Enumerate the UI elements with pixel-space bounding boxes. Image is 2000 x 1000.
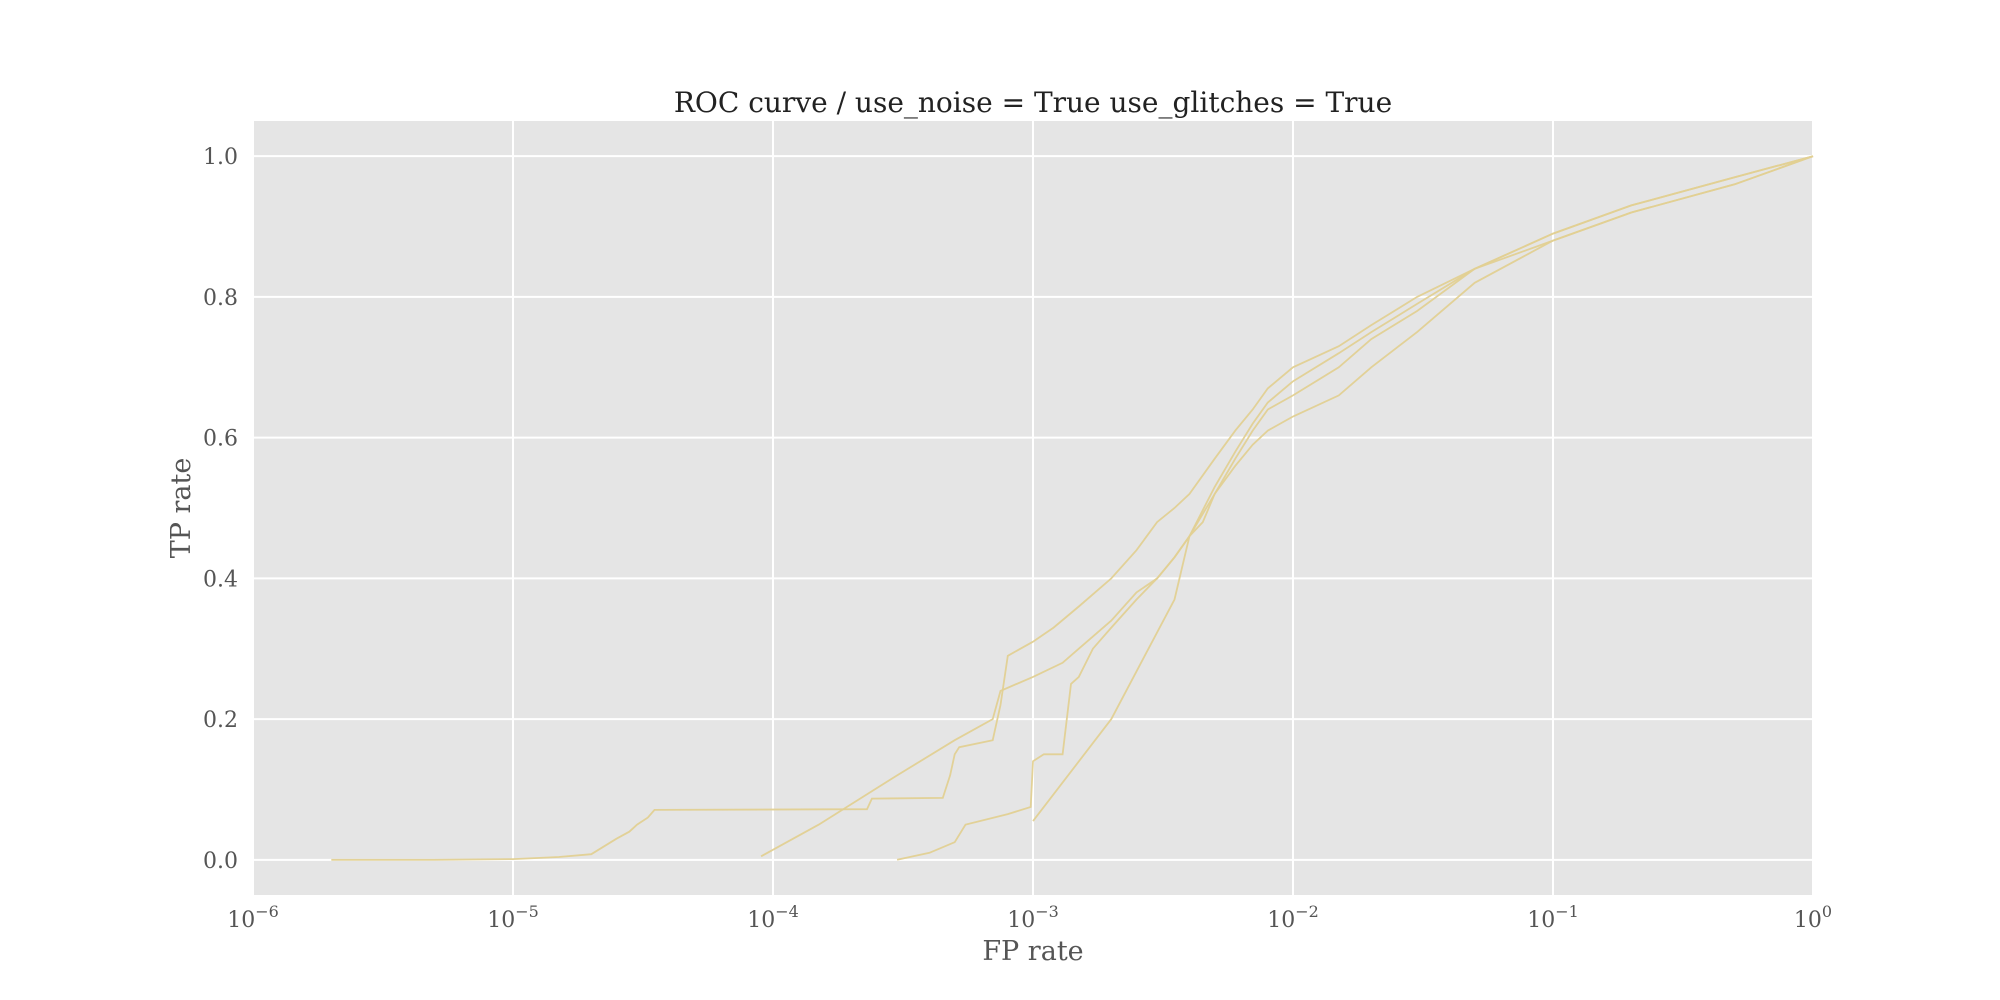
x-tick-label: 100 bbox=[1794, 902, 1832, 933]
y-tick-label: 0.2 bbox=[203, 708, 238, 733]
y-axis-label: TP rate bbox=[166, 458, 197, 559]
roc-curve-1 bbox=[331, 155, 1814, 861]
x-tick-label: 10−4 bbox=[747, 902, 799, 933]
chart-title: ROC curve / use_noise = True use_glitche… bbox=[674, 86, 1392, 119]
x-tick-label: 10−5 bbox=[487, 902, 539, 933]
tick-labels: 10−6 10−5 10−4 10−3 10−2 10−1 100 0.0 0.2 0.4 0.6 0… bbox=[203, 145, 1832, 933]
roc-curve-4 bbox=[1032, 155, 1814, 822]
x-tick-label: 10−2 bbox=[1267, 902, 1319, 933]
y-tick-label: 0.4 bbox=[203, 567, 238, 592]
x-tick-label: 10−1 bbox=[1527, 902, 1579, 933]
roc-curve-3 bbox=[896, 155, 1814, 861]
x-axis-label: FP rate bbox=[982, 936, 1083, 967]
x-tick-label: 10−3 bbox=[1007, 902, 1059, 933]
y-tick-label: 1.0 bbox=[203, 145, 238, 170]
series-group bbox=[331, 155, 1814, 861]
y-tick-label: 0.0 bbox=[203, 849, 238, 874]
y-tick-label: 0.8 bbox=[203, 286, 238, 311]
x-tick-label: 10−6 bbox=[227, 902, 279, 933]
y-tick-label: 0.6 bbox=[203, 427, 238, 452]
